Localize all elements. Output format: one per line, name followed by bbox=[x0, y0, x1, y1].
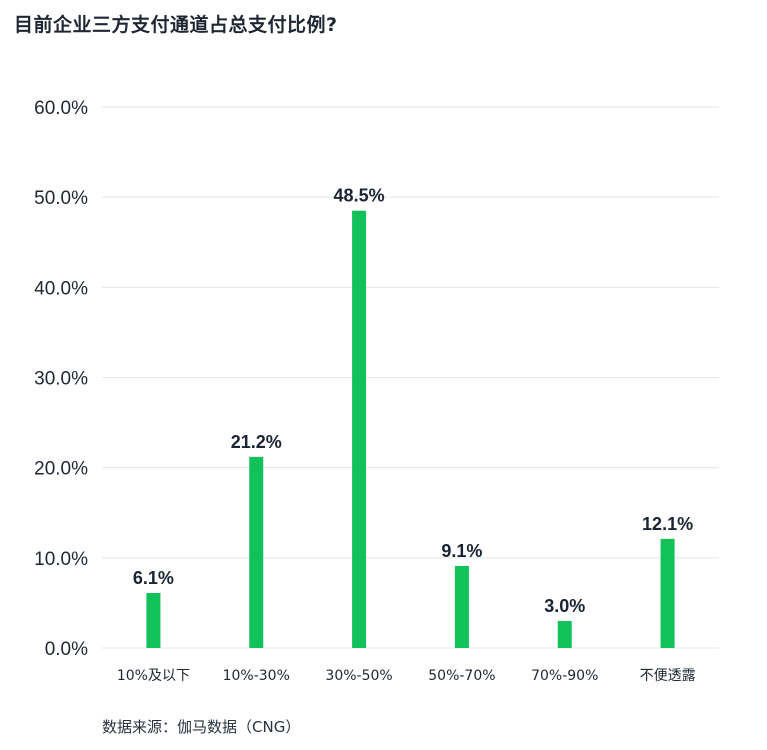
gridlines bbox=[102, 106, 719, 649]
x-tick-label: 不便透露 bbox=[640, 668, 696, 684]
x-axis-ticks: 10%及以下 10%-30% 30%-50% 50%-70% 70%-90% 不便透露 bbox=[117, 668, 696, 684]
bar bbox=[146, 592, 161, 648]
data-label: 6.1% bbox=[133, 568, 174, 588]
x-tick-label: 10%及以下 bbox=[117, 668, 190, 684]
chart-title: 目前企业三方支付通道占总支付比例? bbox=[14, 14, 338, 36]
data-label: 48.5% bbox=[334, 186, 385, 206]
bar bbox=[454, 565, 469, 648]
y-tick-label: 50.0% bbox=[34, 188, 88, 209]
data-label: 21.2% bbox=[231, 432, 282, 452]
data-source-note: 数据来源：伽马数据（CNG） bbox=[102, 718, 301, 736]
data-label: 12.1% bbox=[642, 514, 693, 534]
y-tick-label: 40.0% bbox=[34, 278, 88, 299]
bar bbox=[249, 456, 264, 648]
bar bbox=[557, 620, 572, 648]
y-axis-ticks: 0.0% 10.0% 20.0% 30.0% 40.0% 50.0% 60.0% bbox=[34, 98, 88, 660]
x-tick-label: 30%-50% bbox=[325, 668, 392, 684]
y-tick-label: 20.0% bbox=[34, 459, 88, 480]
y-tick-label: 30.0% bbox=[34, 369, 88, 390]
data-label: 3.0% bbox=[544, 596, 585, 616]
y-tick-label: 10.0% bbox=[34, 549, 88, 570]
data-label: 9.1% bbox=[441, 541, 482, 561]
data-labels: 6.1% 21.2% 48.5% 9.1% 3.0% 12.1% bbox=[133, 186, 693, 616]
y-tick-label: 60.0% bbox=[34, 98, 88, 119]
bars bbox=[146, 210, 675, 649]
x-tick-label: 70%-90% bbox=[531, 668, 598, 684]
x-tick-label: 10%-30% bbox=[223, 668, 290, 684]
x-tick-label: 50%-70% bbox=[428, 668, 495, 684]
bar bbox=[660, 538, 675, 648]
bar bbox=[352, 210, 367, 649]
y-tick-label: 0.0% bbox=[45, 639, 88, 660]
